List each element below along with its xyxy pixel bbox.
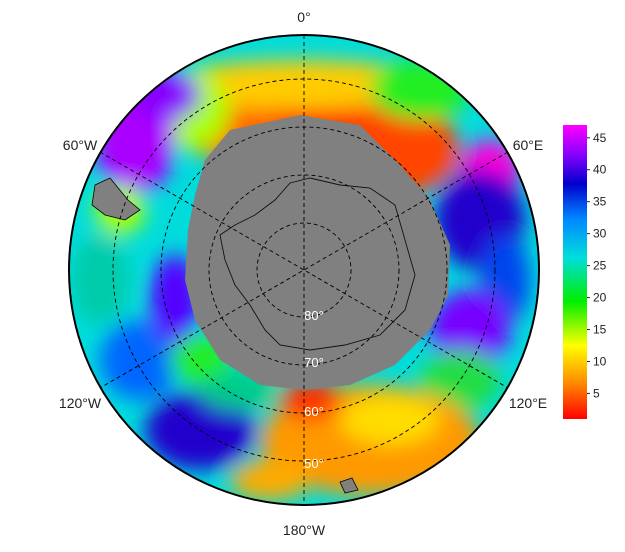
coastline <box>219 177 416 351</box>
colorbar-tick-label: 30 <box>593 227 607 241</box>
lat-label-80: 80° <box>304 308 324 323</box>
lon-label-upper-left: 60°W <box>63 137 98 153</box>
colorbar-tick-label: 20 <box>593 291 607 305</box>
lat-label-60: 60° <box>304 404 324 419</box>
lat-label-70: 70° <box>304 355 324 370</box>
graticule <box>99 35 509 505</box>
lon-label-lower-left: 120°W <box>59 395 102 411</box>
south-island-land <box>339 477 359 494</box>
south-america-land <box>91 177 141 221</box>
colorbar-gradient <box>563 125 587 419</box>
colorbar: 5 10 15 20 25 30 35 40 45 <box>563 125 607 419</box>
lon-label-lower-right: 120°E <box>509 395 547 411</box>
colorbar-tick-label: 45 <box>593 131 607 145</box>
colorbar-tick-label: 10 <box>593 354 607 368</box>
colorbar-tick-label: 40 <box>593 163 607 177</box>
colorbar-tick-label: 5 <box>593 386 600 400</box>
map-border <box>68 34 540 506</box>
lon-label-bottom: 180°W <box>283 522 326 538</box>
colorbar-ticks: 5 10 15 20 25 30 35 40 45 <box>587 131 607 400</box>
antarctica-land <box>185 115 450 390</box>
colorbar-tick-label: 15 <box>593 323 607 337</box>
colorbar-tick-label: 35 <box>593 195 607 209</box>
lat-label-50: 50° <box>304 456 324 471</box>
lon-label-top: 0° <box>297 9 310 25</box>
colorbar-tick-label: 25 <box>593 259 607 273</box>
lon-label-upper-right: 60°E <box>513 137 544 153</box>
